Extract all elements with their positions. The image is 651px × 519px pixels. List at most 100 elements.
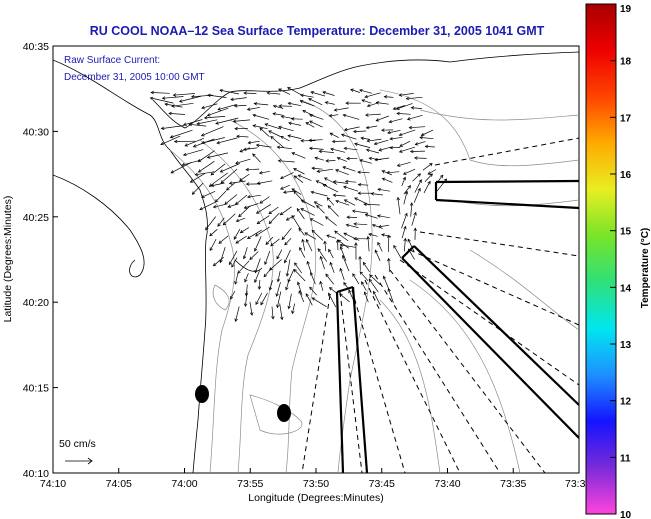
current-vector-head [194, 172, 199, 177]
current-vector-head [219, 88, 224, 93]
current-vector-head [319, 280, 323, 285]
current-vector-head [298, 290, 302, 294]
current-vector-head [234, 318, 238, 323]
current-vector [411, 107, 422, 109]
current-vector-head [254, 248, 258, 252]
current-vector-head [352, 129, 357, 134]
current-vector [287, 269, 295, 282]
x-tick-label: 73:55 [237, 478, 263, 490]
current-vector [424, 173, 433, 182]
current-vector-head [377, 187, 381, 192]
current-vector-head [329, 261, 333, 266]
current-vector [386, 171, 400, 174]
current-vector-head [246, 107, 251, 111]
current-vector [350, 89, 361, 93]
current-vector [312, 297, 327, 308]
current-vector [344, 147, 358, 151]
current-vector-head [238, 213, 242, 218]
colorbar-tick-label: 10 [620, 510, 632, 519]
current-vector [205, 216, 216, 231]
current-vector [399, 146, 416, 153]
current-vector [366, 149, 380, 154]
current-vector-head [243, 303, 248, 308]
colorbar-tick-label: 14 [620, 283, 632, 294]
current-vector-head [429, 173, 433, 177]
current-vector-head [239, 149, 244, 153]
current-vector [325, 216, 337, 226]
current-vector-head [361, 99, 366, 103]
current-vector-head [363, 291, 368, 295]
current-vector [311, 167, 323, 170]
current-vector-head [164, 102, 168, 107]
current-vector-head [270, 136, 274, 140]
current-vector [273, 105, 284, 109]
current-vector [213, 256, 224, 267]
current-vector-head [299, 100, 304, 104]
current-vector [280, 172, 294, 179]
current-vector-head [234, 281, 238, 285]
x-tick-label: 73:45 [369, 478, 395, 490]
current-vector [259, 127, 270, 138]
current-vector-head [278, 88, 282, 92]
current-vector-head [291, 310, 295, 315]
current-vector [285, 279, 290, 290]
current-vector [305, 293, 313, 306]
current-vector-head [309, 113, 313, 118]
current-vector [325, 273, 334, 285]
current-vector [359, 159, 372, 164]
current-vector [393, 245, 402, 259]
current-vector [401, 213, 408, 229]
current-vector-head [392, 106, 397, 111]
current-vector-head [252, 153, 256, 157]
current-vector [183, 119, 203, 126]
current-vector [382, 178, 393, 183]
current-vector [301, 199, 316, 208]
current-vector-head [313, 201, 318, 205]
current-vector [244, 273, 249, 283]
current-vector [281, 227, 292, 240]
current-vector-head [389, 137, 393, 141]
bathymetry-contours [169, 89, 579, 473]
current-vector-head [300, 93, 304, 98]
current-vector-head [243, 91, 247, 95]
current-vector [249, 301, 253, 316]
current-vector [254, 258, 261, 273]
current-vector-head [243, 205, 248, 209]
current-vector [240, 227, 250, 234]
current-vector [173, 93, 195, 96]
current-vector [227, 203, 239, 208]
current-vector-head [258, 171, 263, 175]
current-vector-head [328, 292, 332, 297]
current-vector-head [197, 169, 202, 173]
current-vector-head [342, 113, 347, 118]
current-vector [307, 261, 312, 274]
annotation-time: December 31, 2005 10:00 GMT [64, 72, 205, 83]
current-vector [329, 262, 335, 273]
current-vector-head [201, 194, 205, 198]
current-vector [322, 184, 339, 193]
current-vector [300, 208, 315, 216]
current-vector-head [372, 290, 377, 295]
current-vector [237, 260, 250, 274]
current-vector [170, 161, 192, 174]
colorbar-ticks: 19 18 17 16 15 14 13 12 11 10 [610, 3, 632, 519]
current-vector-head [330, 147, 334, 152]
current-vector-head [333, 108, 338, 112]
current-vector [291, 152, 306, 159]
current-vector [367, 236, 370, 252]
current-vector [284, 249, 291, 263]
current-vector [309, 147, 324, 150]
current-vector-head [326, 197, 331, 201]
current-vector [345, 180, 357, 183]
current-vector-head [209, 232, 213, 237]
current-vector-head [315, 180, 320, 184]
current-vector [234, 273, 239, 285]
current-vector-head [287, 87, 291, 91]
current-vector-head [353, 236, 357, 241]
current-vector [259, 170, 270, 174]
current-vector [151, 92, 170, 94]
current-vector-head [368, 232, 372, 237]
current-vector-head [311, 297, 316, 301]
y-tick-label: 40:35 [23, 41, 49, 53]
current-vector-head [386, 234, 391, 239]
